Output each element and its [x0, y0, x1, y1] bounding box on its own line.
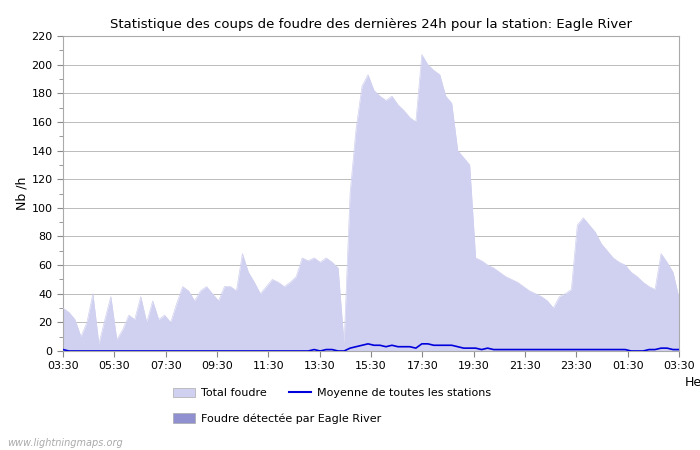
- Text: www.lightningmaps.org: www.lightningmaps.org: [7, 438, 122, 448]
- Title: Statistique des coups de foudre des dernières 24h pour la station: Eagle River: Statistique des coups de foudre des dern…: [110, 18, 632, 31]
- Y-axis label: Nb /h: Nb /h: [15, 177, 29, 210]
- Legend: Foudre détectée par Eagle River: Foudre détectée par Eagle River: [174, 413, 382, 424]
- Text: Heure: Heure: [685, 376, 700, 389]
